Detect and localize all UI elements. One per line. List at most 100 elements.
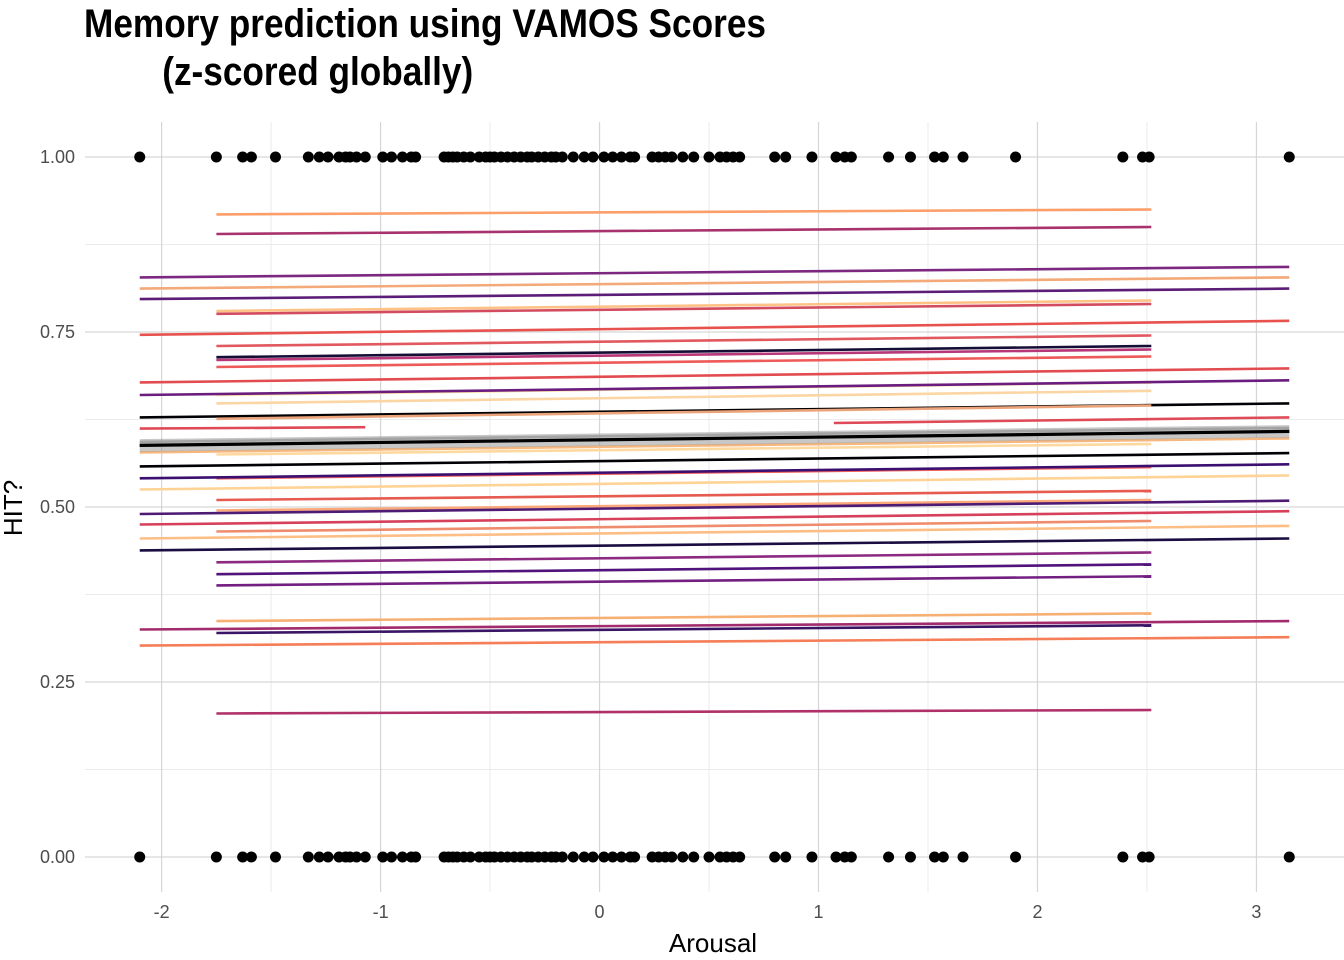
data-point bbox=[830, 851, 842, 863]
data-point bbox=[351, 151, 363, 163]
data-point bbox=[359, 851, 371, 863]
fit-line bbox=[139, 499, 1290, 516]
data-point bbox=[578, 851, 590, 863]
data-point bbox=[313, 151, 325, 163]
x-tick-label: 3 bbox=[1251, 902, 1261, 922]
data-point bbox=[615, 151, 627, 163]
data-point bbox=[386, 851, 398, 863]
data-point bbox=[615, 851, 627, 863]
data-point bbox=[1143, 851, 1155, 863]
data-point bbox=[598, 851, 610, 863]
data-point bbox=[587, 851, 599, 863]
data-point bbox=[464, 151, 476, 163]
data-point bbox=[237, 151, 249, 163]
data-point bbox=[830, 151, 842, 163]
data-point bbox=[396, 151, 408, 163]
data-point bbox=[957, 151, 969, 163]
data-point bbox=[666, 151, 678, 163]
data-point bbox=[677, 851, 689, 863]
data-point bbox=[883, 851, 895, 863]
fit-line bbox=[139, 474, 1290, 491]
x-tick-label: -1 bbox=[373, 902, 389, 922]
data-point bbox=[410, 851, 422, 863]
fit-line bbox=[216, 344, 1152, 359]
fit-line bbox=[216, 404, 1152, 421]
fit-lines bbox=[139, 208, 1290, 715]
data-point bbox=[210, 851, 222, 863]
data-point bbox=[929, 851, 941, 863]
data-point bbox=[1010, 851, 1022, 863]
fit-line bbox=[139, 509, 1290, 526]
fit-line bbox=[216, 612, 1152, 623]
data-point bbox=[780, 851, 792, 863]
y-axis-title: HIT? bbox=[0, 480, 28, 536]
data-point bbox=[396, 851, 408, 863]
data-point bbox=[245, 151, 257, 163]
data-point bbox=[302, 851, 314, 863]
data-point bbox=[845, 851, 857, 863]
fit-line bbox=[833, 416, 1290, 425]
data-point bbox=[883, 151, 895, 163]
data-point bbox=[313, 851, 325, 863]
data-point bbox=[377, 851, 389, 863]
y-tick-label: 0.75 bbox=[40, 322, 75, 342]
fit-line bbox=[139, 367, 1290, 384]
fit-line bbox=[216, 575, 1152, 587]
fit-line bbox=[139, 437, 1290, 454]
fit-line bbox=[139, 635, 1290, 647]
y-tick-label: 0.50 bbox=[40, 497, 75, 517]
fit-line bbox=[139, 524, 1290, 540]
data-point bbox=[769, 851, 781, 863]
data-point bbox=[929, 151, 941, 163]
fit-line bbox=[216, 442, 1152, 456]
fit-line bbox=[139, 319, 1290, 337]
fit-line bbox=[216, 355, 1152, 369]
data-point bbox=[134, 851, 146, 863]
data-point bbox=[806, 851, 818, 863]
data-point bbox=[567, 851, 579, 863]
y-tick-label: 0.25 bbox=[40, 672, 75, 692]
data-point bbox=[377, 151, 389, 163]
data-point bbox=[1283, 851, 1295, 863]
data-point bbox=[237, 851, 249, 863]
y-tick-label: 1.00 bbox=[40, 147, 75, 167]
data-point bbox=[607, 851, 619, 863]
data-point bbox=[410, 151, 422, 163]
data-point bbox=[598, 151, 610, 163]
data-point bbox=[1117, 851, 1129, 863]
data-point bbox=[351, 851, 363, 863]
data-point bbox=[269, 851, 281, 863]
fit-line bbox=[216, 563, 1152, 576]
data-point bbox=[666, 851, 678, 863]
x-axis-title: Arousal bbox=[669, 928, 757, 958]
fit-line bbox=[216, 208, 1152, 216]
overall-fit-line bbox=[139, 429, 1290, 447]
data-point bbox=[1283, 151, 1295, 163]
fit-line bbox=[216, 302, 1152, 316]
data-points bbox=[134, 151, 1295, 863]
data-point bbox=[1143, 151, 1155, 163]
data-point bbox=[322, 151, 334, 163]
fit-line bbox=[139, 463, 1290, 480]
data-point bbox=[567, 151, 579, 163]
data-point bbox=[904, 151, 916, 163]
data-point bbox=[556, 851, 568, 863]
data-point bbox=[607, 151, 619, 163]
data-point bbox=[769, 151, 781, 163]
data-point bbox=[703, 851, 715, 863]
data-point bbox=[556, 151, 568, 163]
data-point bbox=[386, 151, 398, 163]
data-point bbox=[734, 851, 746, 863]
data-point bbox=[464, 851, 476, 863]
fit-line bbox=[216, 225, 1152, 236]
data-point bbox=[688, 851, 700, 863]
x-tick-label: 1 bbox=[813, 902, 823, 922]
fit-line bbox=[216, 489, 1152, 502]
fit-line bbox=[139, 287, 1290, 301]
data-point bbox=[677, 151, 689, 163]
fit-line bbox=[216, 299, 1152, 313]
data-point bbox=[629, 851, 641, 863]
chart-title: Memory prediction using VAMOS Scores (z-… bbox=[84, 2, 766, 94]
data-point bbox=[845, 151, 857, 163]
